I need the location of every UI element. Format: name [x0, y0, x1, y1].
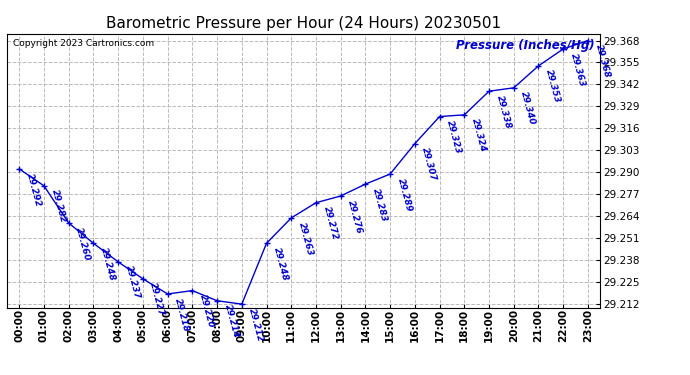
Text: 29.214: 29.214: [223, 303, 240, 339]
Text: 29.212: 29.212: [247, 307, 265, 343]
Text: 29.272: 29.272: [322, 206, 339, 241]
Title: Barometric Pressure per Hour (24 Hours) 20230501: Barometric Pressure per Hour (24 Hours) …: [106, 16, 501, 31]
Text: Pressure (Inches/Hg): Pressure (Inches/Hg): [455, 39, 594, 52]
Text: 29.260: 29.260: [75, 226, 92, 261]
Text: 29.363: 29.363: [569, 52, 586, 87]
Text: 29.323: 29.323: [445, 119, 463, 155]
Text: 29.338: 29.338: [495, 94, 512, 130]
Text: 29.282: 29.282: [50, 189, 67, 224]
Text: 29.218: 29.218: [173, 297, 191, 333]
Text: Copyright 2023 Cartronics.com: Copyright 2023 Cartronics.com: [13, 39, 154, 48]
Text: 29.292: 29.292: [25, 172, 43, 207]
Text: 29.340: 29.340: [520, 91, 537, 126]
Text: 29.289: 29.289: [395, 177, 413, 213]
Text: 29.237: 29.237: [124, 265, 141, 300]
Text: 29.324: 29.324: [470, 118, 488, 153]
Text: 29.227: 29.227: [148, 282, 166, 317]
Text: 29.353: 29.353: [544, 69, 562, 104]
Text: 29.263: 29.263: [297, 221, 315, 256]
Text: 29.248: 29.248: [99, 246, 117, 282]
Text: 29.276: 29.276: [346, 199, 364, 234]
Text: 29.220: 29.220: [198, 293, 215, 329]
Text: 29.248: 29.248: [272, 246, 290, 282]
Text: 29.368: 29.368: [593, 43, 611, 79]
Text: 29.307: 29.307: [420, 146, 438, 182]
Text: 29.283: 29.283: [371, 187, 388, 223]
